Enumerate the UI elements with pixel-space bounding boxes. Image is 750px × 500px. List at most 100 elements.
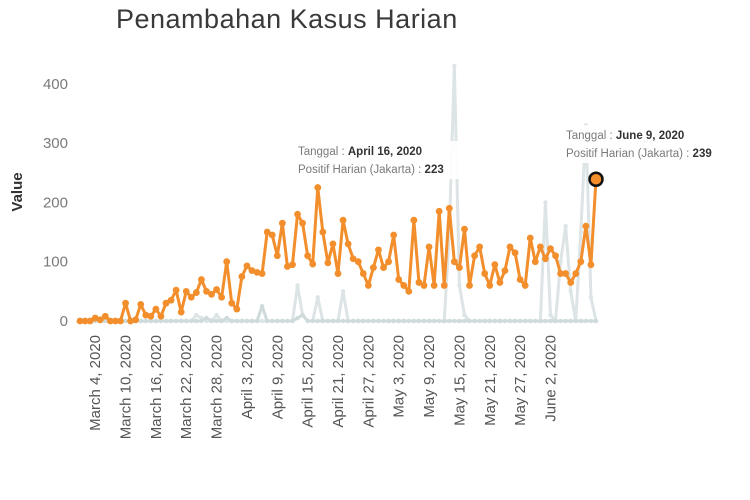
data-point[interactable] <box>173 318 179 324</box>
data-point[interactable] <box>182 287 190 295</box>
data-point[interactable] <box>563 223 568 229</box>
data-point[interactable] <box>192 289 200 296</box>
data-point[interactable] <box>543 318 548 324</box>
data-point[interactable] <box>264 318 270 324</box>
data-point[interactable] <box>96 316 104 324</box>
data-point[interactable] <box>487 318 492 324</box>
data-point[interactable] <box>147 312 155 320</box>
data-point[interactable] <box>101 312 109 320</box>
data-point[interactable] <box>243 262 251 270</box>
data-point[interactable] <box>496 279 504 286</box>
data-point[interactable] <box>228 299 236 307</box>
data-point[interactable] <box>452 63 457 69</box>
data-point[interactable] <box>270 318 275 324</box>
data-point[interactable] <box>295 315 300 321</box>
data-point[interactable] <box>568 318 573 324</box>
data-point[interactable] <box>416 318 422 324</box>
data-point[interactable] <box>259 303 265 309</box>
data-point[interactable] <box>320 318 326 324</box>
data-point[interactable] <box>538 318 543 324</box>
data-point[interactable] <box>381 318 386 324</box>
data-point[interactable] <box>578 318 584 324</box>
data-point[interactable] <box>239 318 245 324</box>
data-point[interactable] <box>431 318 437 324</box>
data-point[interactable] <box>314 184 322 191</box>
data-point[interactable] <box>567 279 575 286</box>
data-point[interactable] <box>138 318 143 324</box>
data-point[interactable] <box>558 259 563 264</box>
data-point[interactable] <box>218 293 226 301</box>
data-point[interactable] <box>224 315 229 321</box>
data-point[interactable] <box>442 318 447 324</box>
data-point[interactable] <box>516 276 524 283</box>
data-point[interactable] <box>506 243 514 251</box>
data-point[interactable] <box>467 318 472 324</box>
data-point[interactable] <box>557 270 564 277</box>
data-point[interactable] <box>315 318 320 324</box>
data-point[interactable] <box>526 234 534 242</box>
data-point[interactable] <box>457 283 462 288</box>
data-point[interactable] <box>593 318 599 324</box>
data-point[interactable] <box>249 318 255 324</box>
data-point[interactable] <box>390 231 398 239</box>
data-point[interactable] <box>415 279 423 286</box>
data-point[interactable] <box>522 318 528 324</box>
data-point[interactable] <box>486 282 494 289</box>
data-point[interactable] <box>472 318 477 324</box>
data-point[interactable] <box>219 318 224 324</box>
data-point[interactable] <box>329 240 337 248</box>
data-point[interactable] <box>411 318 417 324</box>
data-point[interactable] <box>189 318 194 324</box>
data-point[interactable] <box>588 295 594 300</box>
data-point[interactable] <box>507 318 513 324</box>
data-point[interactable] <box>234 318 240 324</box>
data-point[interactable] <box>137 301 145 308</box>
data-point[interactable] <box>330 318 336 324</box>
data-point[interactable] <box>366 318 371 324</box>
data-point[interactable] <box>436 318 442 324</box>
data-point[interactable] <box>582 222 590 230</box>
data-point[interactable] <box>371 318 376 324</box>
data-point[interactable] <box>143 318 148 324</box>
data-point[interactable] <box>285 318 290 324</box>
data-point[interactable] <box>106 317 114 325</box>
data-point[interactable] <box>278 219 286 227</box>
data-point[interactable] <box>199 318 204 324</box>
data-point[interactable] <box>339 216 347 224</box>
data-point[interactable] <box>568 289 573 294</box>
data-point[interactable] <box>350 318 356 324</box>
data-point[interactable] <box>167 296 175 304</box>
data-point[interactable] <box>157 312 165 320</box>
data-point[interactable] <box>214 318 219 324</box>
data-point[interactable] <box>380 264 387 272</box>
data-point[interactable] <box>349 255 357 263</box>
data-point[interactable] <box>563 318 568 324</box>
data-point[interactable] <box>497 318 503 324</box>
data-point[interactable] <box>290 318 295 324</box>
data-point[interactable] <box>583 318 589 324</box>
data-point[interactable] <box>273 252 281 260</box>
highlighted-point[interactable] <box>588 171 604 188</box>
data-point[interactable] <box>511 249 519 257</box>
data-point[interactable] <box>558 318 563 324</box>
data-point[interactable] <box>177 308 185 316</box>
data-point[interactable] <box>491 261 499 269</box>
data-point[interactable] <box>420 282 428 289</box>
data-point[interactable] <box>426 318 432 324</box>
data-point[interactable] <box>528 318 533 324</box>
data-point[interactable] <box>194 312 199 318</box>
data-point[interactable] <box>305 318 310 324</box>
data-point[interactable] <box>163 318 169 324</box>
data-point[interactable] <box>477 318 482 324</box>
data-point[interactable] <box>153 318 159 324</box>
data-point[interactable] <box>440 282 448 289</box>
data-point[interactable] <box>466 282 473 289</box>
data-point[interactable] <box>275 318 280 324</box>
data-point[interactable] <box>395 276 403 283</box>
data-point[interactable] <box>547 245 554 253</box>
data-point[interactable] <box>452 318 457 324</box>
data-point[interactable] <box>502 318 508 324</box>
data-point[interactable] <box>244 318 250 324</box>
data-point[interactable] <box>386 318 391 324</box>
data-point[interactable] <box>456 264 463 272</box>
